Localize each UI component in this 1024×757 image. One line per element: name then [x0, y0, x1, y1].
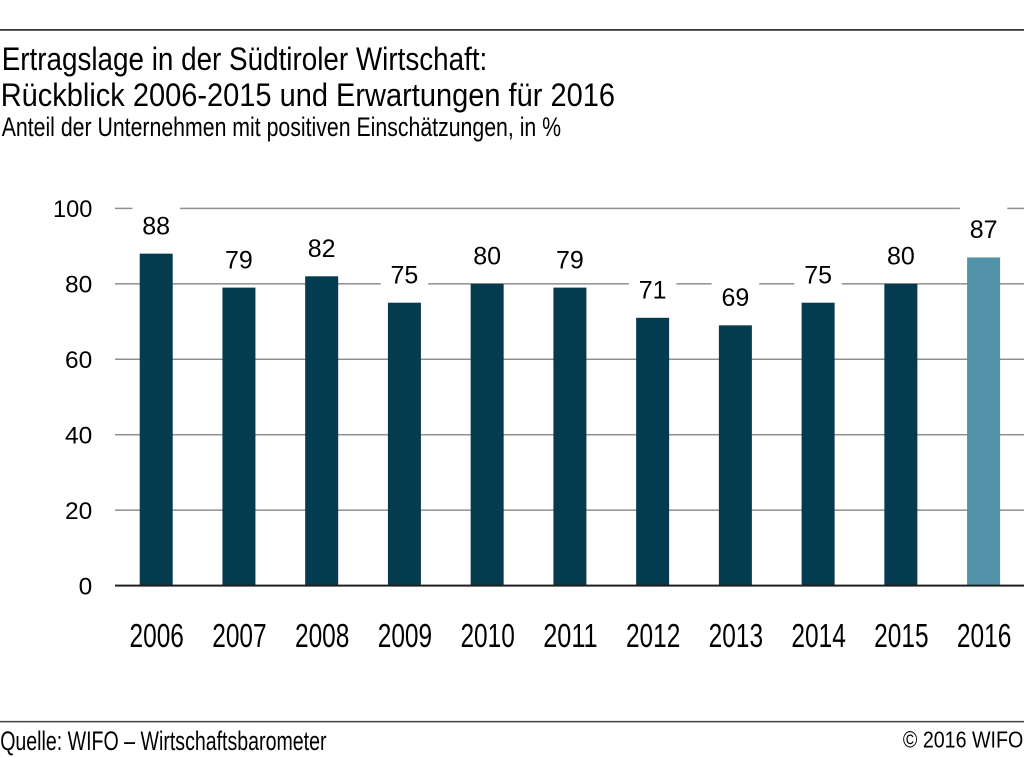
svg-text:2009: 2009: [378, 617, 432, 654]
svg-text:79: 79: [225, 246, 253, 274]
svg-text:40: 40: [65, 423, 92, 450]
svg-text:80: 80: [65, 272, 92, 299]
svg-text:2013: 2013: [709, 617, 763, 654]
svg-text:79: 79: [556, 246, 584, 274]
svg-text:Quelle: WIFO – Wirtschaftsbaro: Quelle: WIFO – Wirtschaftsbarometer: [0, 726, 326, 756]
svg-text:2012: 2012: [626, 617, 680, 654]
svg-text:Rückblick 2006-2015 und Erwart: Rückblick 2006-2015 und Erwartungen für …: [1, 76, 615, 113]
svg-text:2007: 2007: [212, 617, 266, 654]
svg-text:82: 82: [308, 235, 336, 263]
svg-text:69: 69: [721, 284, 749, 312]
svg-text:20: 20: [65, 498, 92, 525]
svg-text:80: 80: [887, 243, 915, 271]
svg-text:2016: 2016: [957, 617, 1011, 654]
svg-text:© 2016 WIFO: © 2016 WIFO: [903, 727, 1023, 753]
svg-text:2011: 2011: [543, 617, 597, 654]
svg-text:60: 60: [65, 347, 92, 374]
svg-text:75: 75: [391, 262, 419, 290]
svg-text:75: 75: [804, 262, 832, 290]
svg-text:0: 0: [79, 573, 93, 600]
svg-text:100: 100: [53, 196, 92, 223]
svg-text:Anteil der Unternehmen mit pos: Anteil der Unternehmen mit positiven Ein…: [2, 112, 561, 142]
svg-text:80: 80: [473, 243, 501, 271]
svg-text:2008: 2008: [295, 617, 349, 654]
svg-text:2014: 2014: [791, 617, 845, 654]
svg-text:87: 87: [970, 216, 998, 244]
svg-text:2015: 2015: [874, 617, 928, 654]
svg-text:88: 88: [142, 212, 170, 240]
svg-text:2006: 2006: [130, 617, 184, 654]
svg-text:71: 71: [639, 277, 667, 305]
svg-text:Ertragslage in der Südtiroler: Ertragslage in der Südtiroler Wirtschaft…: [2, 40, 488, 77]
svg-text:2010: 2010: [460, 617, 514, 654]
